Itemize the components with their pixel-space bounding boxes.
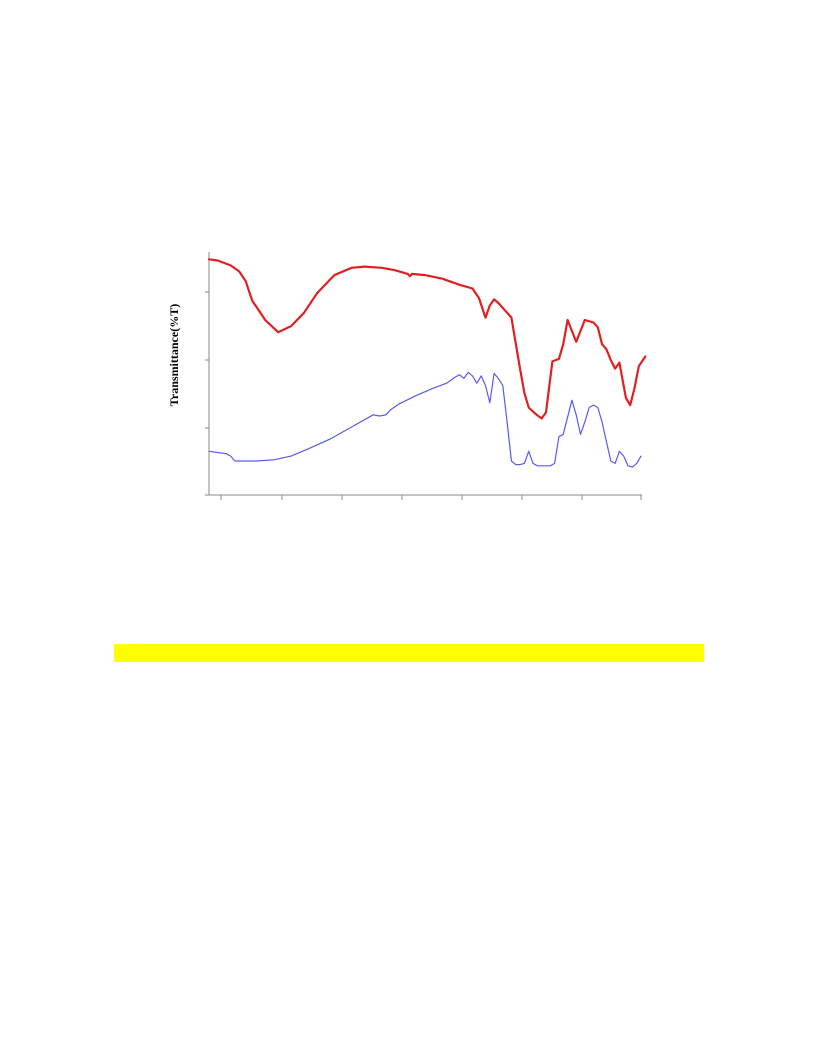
highlight-bar	[114, 644, 704, 662]
chart-series	[207, 258, 647, 468]
series-line-red	[207, 258, 647, 420]
chart-axes	[205, 252, 642, 500]
y-axis-label: Transmittance(%T)	[167, 304, 181, 406]
series-line-blue	[208, 371, 642, 468]
